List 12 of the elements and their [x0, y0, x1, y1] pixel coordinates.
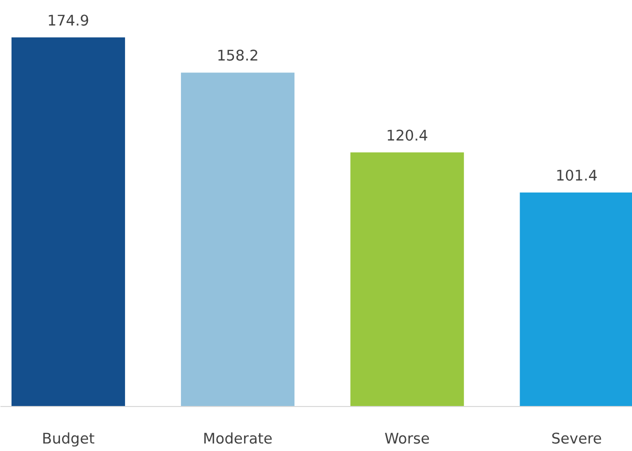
bar	[520, 192, 632, 406]
x-tick-label: Severe	[551, 430, 602, 448]
bar	[350, 152, 464, 406]
bar	[12, 37, 126, 406]
data-label: 174.9	[47, 12, 90, 30]
data-label: 158.2	[216, 48, 259, 65]
data-label: 120.4	[386, 127, 428, 144]
x-tick-label: Moderate	[202, 430, 273, 448]
bar	[180, 72, 294, 406]
x-tick-label: Budget	[42, 430, 95, 448]
x-tick-label: Worse	[384, 430, 430, 448]
data-label: 101.4	[556, 168, 598, 185]
